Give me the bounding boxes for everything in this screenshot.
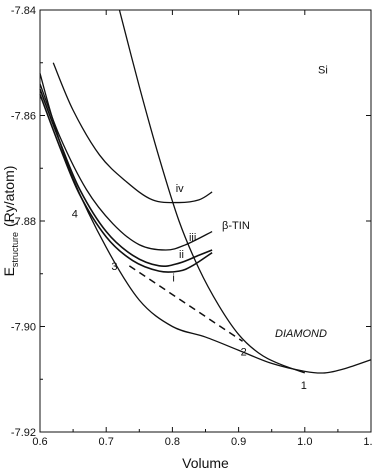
y-tick-label: -7.84	[11, 5, 36, 17]
point-label-3: 3	[111, 261, 117, 273]
y-axis-title-units: (Ry/atom)	[1, 166, 17, 227]
curve-iv	[52, 62, 213, 204]
y-axis-title-sub: structure	[10, 232, 20, 267]
y-axis-title-main: E	[1, 267, 17, 276]
curves-layer	[39, 9, 372, 374]
point-label-4: 4	[72, 208, 78, 220]
x-tick-label: 0.7	[99, 436, 114, 448]
y-tick-label: -7.90	[11, 322, 36, 334]
point-label-1: 1	[301, 380, 307, 392]
x-tick-label: 1.0	[297, 436, 312, 448]
plot-frame	[39, 9, 372, 433]
curve-label-iii: iii	[189, 232, 196, 244]
y-tick-label: -7.86	[11, 111, 36, 123]
diamond-label: DIAMOND	[275, 328, 327, 340]
x-tick-label: 0.9	[231, 436, 246, 448]
curve-ii	[39, 88, 213, 268]
y-tick-label: -7.88	[11, 216, 36, 228]
curve-label-ii: ii	[179, 249, 184, 261]
element-label: Si	[318, 64, 328, 76]
curve-iii	[39, 83, 213, 251]
curve-label-i: i	[172, 273, 174, 285]
curve-label-iv: iv	[176, 183, 184, 195]
point-label-2: 2	[241, 346, 247, 358]
y-axis-title: Estructure (Ry/atom)	[1, 166, 20, 277]
curve-i	[39, 94, 213, 273]
x-tick-label: 1.1	[363, 436, 373, 448]
x-tick-label: 0.8	[165, 436, 180, 448]
y-tick-label: -7.92	[11, 427, 36, 439]
x-tick-label: 0.6	[32, 436, 47, 448]
x-axis-title: Volume	[182, 455, 229, 471]
curve-diamond-steep	[118, 9, 306, 374]
curve-common-tangent	[128, 265, 243, 342]
beta-tin-label: β-TIN	[222, 220, 250, 232]
